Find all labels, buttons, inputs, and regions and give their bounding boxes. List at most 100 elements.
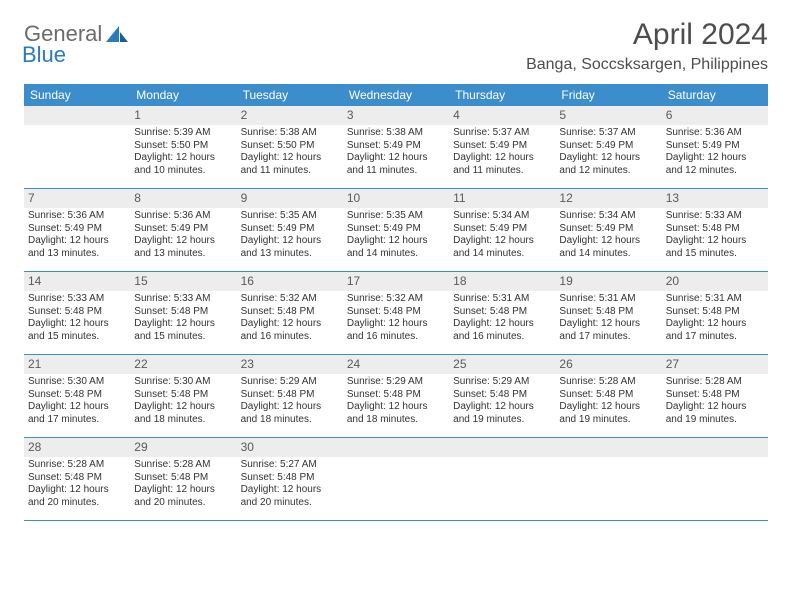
day-cell: 5Sunrise: 5:37 AMSunset: 5:49 PMDaylight… — [555, 106, 661, 188]
day-number: 25 — [449, 355, 555, 374]
day-number: 28 — [24, 438, 130, 457]
daylight-line: Daylight: 12 hours and 19 minutes. — [666, 401, 764, 426]
day-cell: 8Sunrise: 5:36 AMSunset: 5:49 PMDaylight… — [130, 189, 236, 271]
day-number: 13 — [662, 189, 768, 208]
sunrise-line: Sunrise: 5:39 AM — [134, 127, 232, 140]
day-number: 4 — [449, 106, 555, 125]
day-number: 14 — [24, 272, 130, 291]
daylight-line: Daylight: 12 hours and 12 minutes. — [559, 152, 657, 177]
day-body: Sunrise: 5:28 AMSunset: 5:48 PMDaylight:… — [130, 457, 236, 513]
sunset-line: Sunset: 5:49 PM — [559, 140, 657, 153]
day-cell: 30Sunrise: 5:27 AMSunset: 5:48 PMDayligh… — [237, 438, 343, 520]
sunrise-line: Sunrise: 5:37 AM — [453, 127, 551, 140]
daylight-line: Daylight: 12 hours and 13 minutes. — [134, 235, 232, 260]
sunset-line: Sunset: 5:49 PM — [453, 223, 551, 236]
day-body: Sunrise: 5:30 AMSunset: 5:48 PMDaylight:… — [24, 374, 130, 430]
daylight-line: Daylight: 12 hours and 12 minutes. — [666, 152, 764, 177]
daylight-line: Daylight: 12 hours and 11 minutes. — [241, 152, 339, 177]
day-cell: 18Sunrise: 5:31 AMSunset: 5:48 PMDayligh… — [449, 272, 555, 354]
daylight-line: Daylight: 12 hours and 11 minutes. — [453, 152, 551, 177]
day-cell: 26Sunrise: 5:28 AMSunset: 5:48 PMDayligh… — [555, 355, 661, 437]
day-body: Sunrise: 5:27 AMSunset: 5:48 PMDaylight:… — [237, 457, 343, 513]
sunrise-line: Sunrise: 5:30 AM — [134, 376, 232, 389]
sunrise-line: Sunrise: 5:38 AM — [241, 127, 339, 140]
day-cell: 2Sunrise: 5:38 AMSunset: 5:50 PMDaylight… — [237, 106, 343, 188]
daylight-line: Daylight: 12 hours and 14 minutes. — [559, 235, 657, 260]
day-cell: . — [24, 106, 130, 188]
dow-wednesday: Wednesday — [343, 84, 449, 106]
day-cell: 7Sunrise: 5:36 AMSunset: 5:49 PMDaylight… — [24, 189, 130, 271]
day-cell: 13Sunrise: 5:33 AMSunset: 5:48 PMDayligh… — [662, 189, 768, 271]
day-cell: 22Sunrise: 5:30 AMSunset: 5:48 PMDayligh… — [130, 355, 236, 437]
day-number: 26 — [555, 355, 661, 374]
daylight-line: Daylight: 12 hours and 14 minutes. — [347, 235, 445, 260]
day-cell: 27Sunrise: 5:28 AMSunset: 5:48 PMDayligh… — [662, 355, 768, 437]
logo-sail-icon — [106, 24, 128, 45]
calendar-grid: Sunday Monday Tuesday Wednesday Thursday… — [24, 84, 768, 521]
sunset-line: Sunset: 5:48 PM — [28, 472, 126, 485]
day-number: 17 — [343, 272, 449, 291]
daylight-line: Daylight: 12 hours and 11 minutes. — [347, 152, 445, 177]
day-body: Sunrise: 5:31 AMSunset: 5:48 PMDaylight:… — [662, 291, 768, 347]
daylight-line: Daylight: 12 hours and 14 minutes. — [453, 235, 551, 260]
dow-friday: Friday — [555, 84, 661, 106]
day-cell: 17Sunrise: 5:32 AMSunset: 5:48 PMDayligh… — [343, 272, 449, 354]
daylight-line: Daylight: 12 hours and 19 minutes. — [453, 401, 551, 426]
calendar-page: General Blue April 2024 Banga, Soccsksar… — [0, 0, 792, 521]
week-row: 28Sunrise: 5:28 AMSunset: 5:48 PMDayligh… — [24, 438, 768, 521]
day-number: 19 — [555, 272, 661, 291]
day-body: Sunrise: 5:32 AMSunset: 5:48 PMDaylight:… — [343, 291, 449, 347]
sunrise-line: Sunrise: 5:32 AM — [241, 293, 339, 306]
day-number: 27 — [662, 355, 768, 374]
day-number: 11 — [449, 189, 555, 208]
day-body: Sunrise: 5:35 AMSunset: 5:49 PMDaylight:… — [237, 208, 343, 264]
sunset-line: Sunset: 5:48 PM — [134, 389, 232, 402]
week-row: .1Sunrise: 5:39 AMSunset: 5:50 PMDayligh… — [24, 106, 768, 189]
day-body: Sunrise: 5:29 AMSunset: 5:48 PMDaylight:… — [449, 374, 555, 430]
day-body: Sunrise: 5:34 AMSunset: 5:49 PMDaylight:… — [449, 208, 555, 264]
sunset-line: Sunset: 5:48 PM — [666, 389, 764, 402]
daylight-line: Daylight: 12 hours and 15 minutes. — [134, 318, 232, 343]
sunset-line: Sunset: 5:48 PM — [559, 389, 657, 402]
daylight-line: Daylight: 12 hours and 17 minutes. — [666, 318, 764, 343]
daylight-line: Daylight: 12 hours and 13 minutes. — [241, 235, 339, 260]
dow-thursday: Thursday — [449, 84, 555, 106]
daylight-line: Daylight: 12 hours and 18 minutes. — [241, 401, 339, 426]
week-row: 7Sunrise: 5:36 AMSunset: 5:49 PMDaylight… — [24, 189, 768, 272]
day-number: 6 — [662, 106, 768, 125]
day-number: 15 — [130, 272, 236, 291]
sunrise-line: Sunrise: 5:34 AM — [559, 210, 657, 223]
day-body: Sunrise: 5:36 AMSunset: 5:49 PMDaylight:… — [662, 125, 768, 181]
day-body: Sunrise: 5:32 AMSunset: 5:48 PMDaylight:… — [237, 291, 343, 347]
sunset-line: Sunset: 5:48 PM — [347, 306, 445, 319]
day-number: 22 — [130, 355, 236, 374]
sunrise-line: Sunrise: 5:31 AM — [559, 293, 657, 306]
day-body: Sunrise: 5:28 AMSunset: 5:48 PMDaylight:… — [555, 374, 661, 430]
sunset-line: Sunset: 5:48 PM — [241, 389, 339, 402]
sunrise-line: Sunrise: 5:29 AM — [241, 376, 339, 389]
day-number: . — [343, 438, 449, 457]
sunrise-line: Sunrise: 5:37 AM — [559, 127, 657, 140]
day-body: Sunrise: 5:28 AMSunset: 5:48 PMDaylight:… — [662, 374, 768, 430]
daylight-line: Daylight: 12 hours and 20 minutes. — [28, 484, 126, 509]
day-of-week-header: Sunday Monday Tuesday Wednesday Thursday… — [24, 84, 768, 106]
week-row: 21Sunrise: 5:30 AMSunset: 5:48 PMDayligh… — [24, 355, 768, 438]
daylight-line: Daylight: 12 hours and 15 minutes. — [28, 318, 126, 343]
sunset-line: Sunset: 5:49 PM — [28, 223, 126, 236]
sunset-line: Sunset: 5:48 PM — [134, 472, 232, 485]
day-number: 3 — [343, 106, 449, 125]
sunset-line: Sunset: 5:48 PM — [453, 306, 551, 319]
day-cell: . — [449, 438, 555, 520]
day-cell: 23Sunrise: 5:29 AMSunset: 5:48 PMDayligh… — [237, 355, 343, 437]
day-cell: 25Sunrise: 5:29 AMSunset: 5:48 PMDayligh… — [449, 355, 555, 437]
day-body: Sunrise: 5:35 AMSunset: 5:49 PMDaylight:… — [343, 208, 449, 264]
title-block: April 2024 Banga, Soccsksargen, Philippi… — [526, 18, 768, 74]
sunrise-line: Sunrise: 5:35 AM — [241, 210, 339, 223]
day-cell: 14Sunrise: 5:33 AMSunset: 5:48 PMDayligh… — [24, 272, 130, 354]
brand-text-blue: Blue — [22, 45, 128, 66]
day-body: Sunrise: 5:33 AMSunset: 5:48 PMDaylight:… — [24, 291, 130, 347]
day-cell: 12Sunrise: 5:34 AMSunset: 5:49 PMDayligh… — [555, 189, 661, 271]
sunset-line: Sunset: 5:49 PM — [559, 223, 657, 236]
day-cell: 3Sunrise: 5:38 AMSunset: 5:49 PMDaylight… — [343, 106, 449, 188]
sunrise-line: Sunrise: 5:29 AM — [453, 376, 551, 389]
